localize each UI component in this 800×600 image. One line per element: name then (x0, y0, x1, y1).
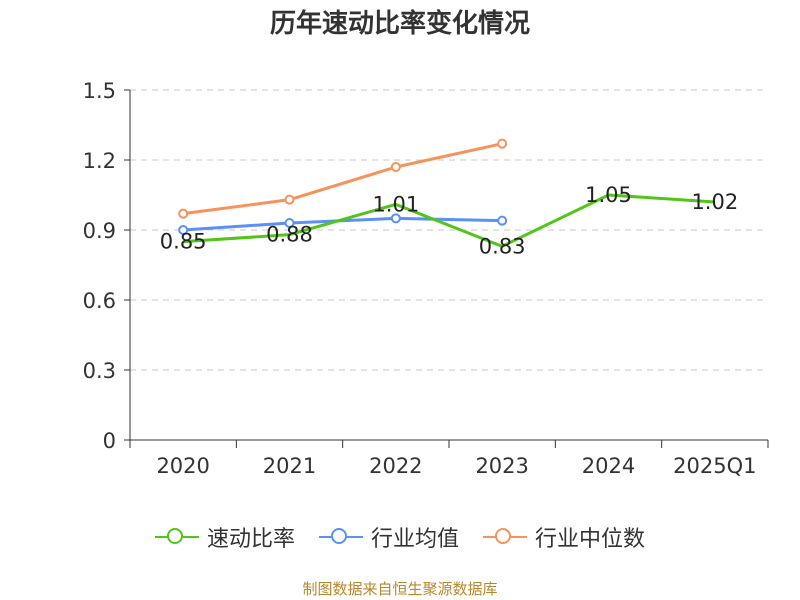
data-labels: 0.85 0.88 1.01 0.83 1.05 1.02 (160, 183, 738, 258)
data-label: 0.85 (160, 230, 207, 254)
data-label: 1.02 (691, 190, 738, 214)
data-label: 1.01 (372, 192, 419, 216)
legend-label: 速动比率 (206, 527, 295, 552)
y-tick-label: 1.5 (83, 79, 116, 103)
data-label: 0.83 (479, 234, 526, 258)
axes: 0 0.3 0.6 0.9 1.2 1.5 2020 2021 2022 2023 2024 2025… (83, 79, 769, 478)
legend-label: 行业均值 (370, 527, 459, 552)
data-point (390, 213, 401, 224)
x-tick-label: 2025Q1 (673, 454, 756, 478)
data-label: 0.88 (266, 223, 313, 247)
legend-marker-icon (483, 527, 527, 547)
legend: 速动比率 行业均值 行业中位数 (0, 520, 800, 554)
x-tick-label: 2024 (582, 454, 635, 478)
y-tick-label: 0.3 (83, 359, 116, 383)
source-note: 制图数据来自恒生聚源数据库 (302, 580, 498, 598)
legend-item-2[interactable]: 行业中位数 (483, 521, 645, 553)
legend-item-0[interactable]: 速动比率 (154, 521, 295, 553)
x-tick-label: 2023 (475, 454, 528, 478)
legend-marker-icon (154, 527, 199, 547)
x-tick-label: 2021 (263, 454, 316, 478)
legend-item-1[interactable]: 行业均值 (318, 521, 459, 553)
data-point (284, 194, 295, 205)
data-point (390, 162, 401, 172)
series-lines (182, 142, 715, 248)
data-point (284, 218, 295, 228)
y-tick-label: 1.2 (83, 149, 116, 173)
series-points (178, 138, 508, 235)
chart-title: 历年速动比率变化情况 (269, 9, 530, 39)
y-tick-label: 0 (103, 429, 116, 453)
legend-label: 行业中位数 (535, 527, 646, 552)
x-tick-label: 2020 (156, 454, 209, 478)
data-label: 1.05 (585, 183, 632, 207)
legend-marker-icon (318, 527, 363, 547)
data-point (178, 208, 189, 219)
data-point (497, 215, 508, 226)
series-line-2 (182, 142, 503, 216)
series-line-0 (183, 193, 715, 248)
data-point (497, 138, 508, 149)
y-tick-label: 0.9 (83, 219, 116, 243)
x-tick-label: 2022 (369, 454, 422, 478)
data-point (178, 225, 189, 235)
y-tick-label: 0.6 (83, 289, 116, 313)
gridlines (130, 89, 768, 371)
